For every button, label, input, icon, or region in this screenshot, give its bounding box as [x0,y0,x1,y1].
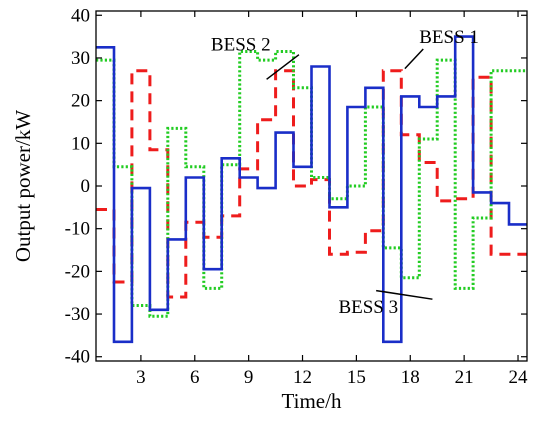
x-tick-label: 12 [293,367,312,388]
y-tick-label: 0 [81,176,91,197]
y-axis-label: Output power/kW [11,110,35,262]
x-tick-label: 9 [244,367,254,388]
annotation-leader-bess-2 [266,54,300,80]
annotation-leader-bess-3 [376,289,433,300]
series-layer [96,35,527,344]
y-tick-label: -20 [65,261,90,282]
y-tick-label: 30 [71,48,90,69]
y-tick-label: -40 [65,347,90,368]
annotation-label-bess-3: BESS 3 [338,297,398,318]
series-line-bess-3 [96,35,527,344]
x-tick-label: 6 [190,367,200,388]
ticks-layer: 3 6 9 12 15 18 21 24 -40 -30 -20 -10 0 10 20 30 40 [65,5,528,388]
x-tick-label: 18 [401,367,420,388]
y-tick-label: -10 [65,219,90,240]
x-tick-label: 15 [347,367,366,388]
annotation-label-bess-1: BESS 1 [419,27,479,48]
x-axis-label: Time/h [282,389,342,413]
annotation-layer: BESS 1 BESS 2 BESS 3 [211,27,479,318]
annotation-label-bess-2: BESS 2 [211,35,271,56]
y-tick-label: 20 [71,91,90,112]
x-tick-label: 24 [509,367,529,388]
x-tick-label: 3 [136,367,146,388]
plot-frame [95,10,528,362]
y-tick-label: -30 [65,304,90,325]
annotation-leader-bess-1 [404,48,424,70]
y-tick-label: 10 [71,133,90,154]
x-tick-label: 21 [455,367,474,388]
y-tick-label: 40 [71,5,90,26]
